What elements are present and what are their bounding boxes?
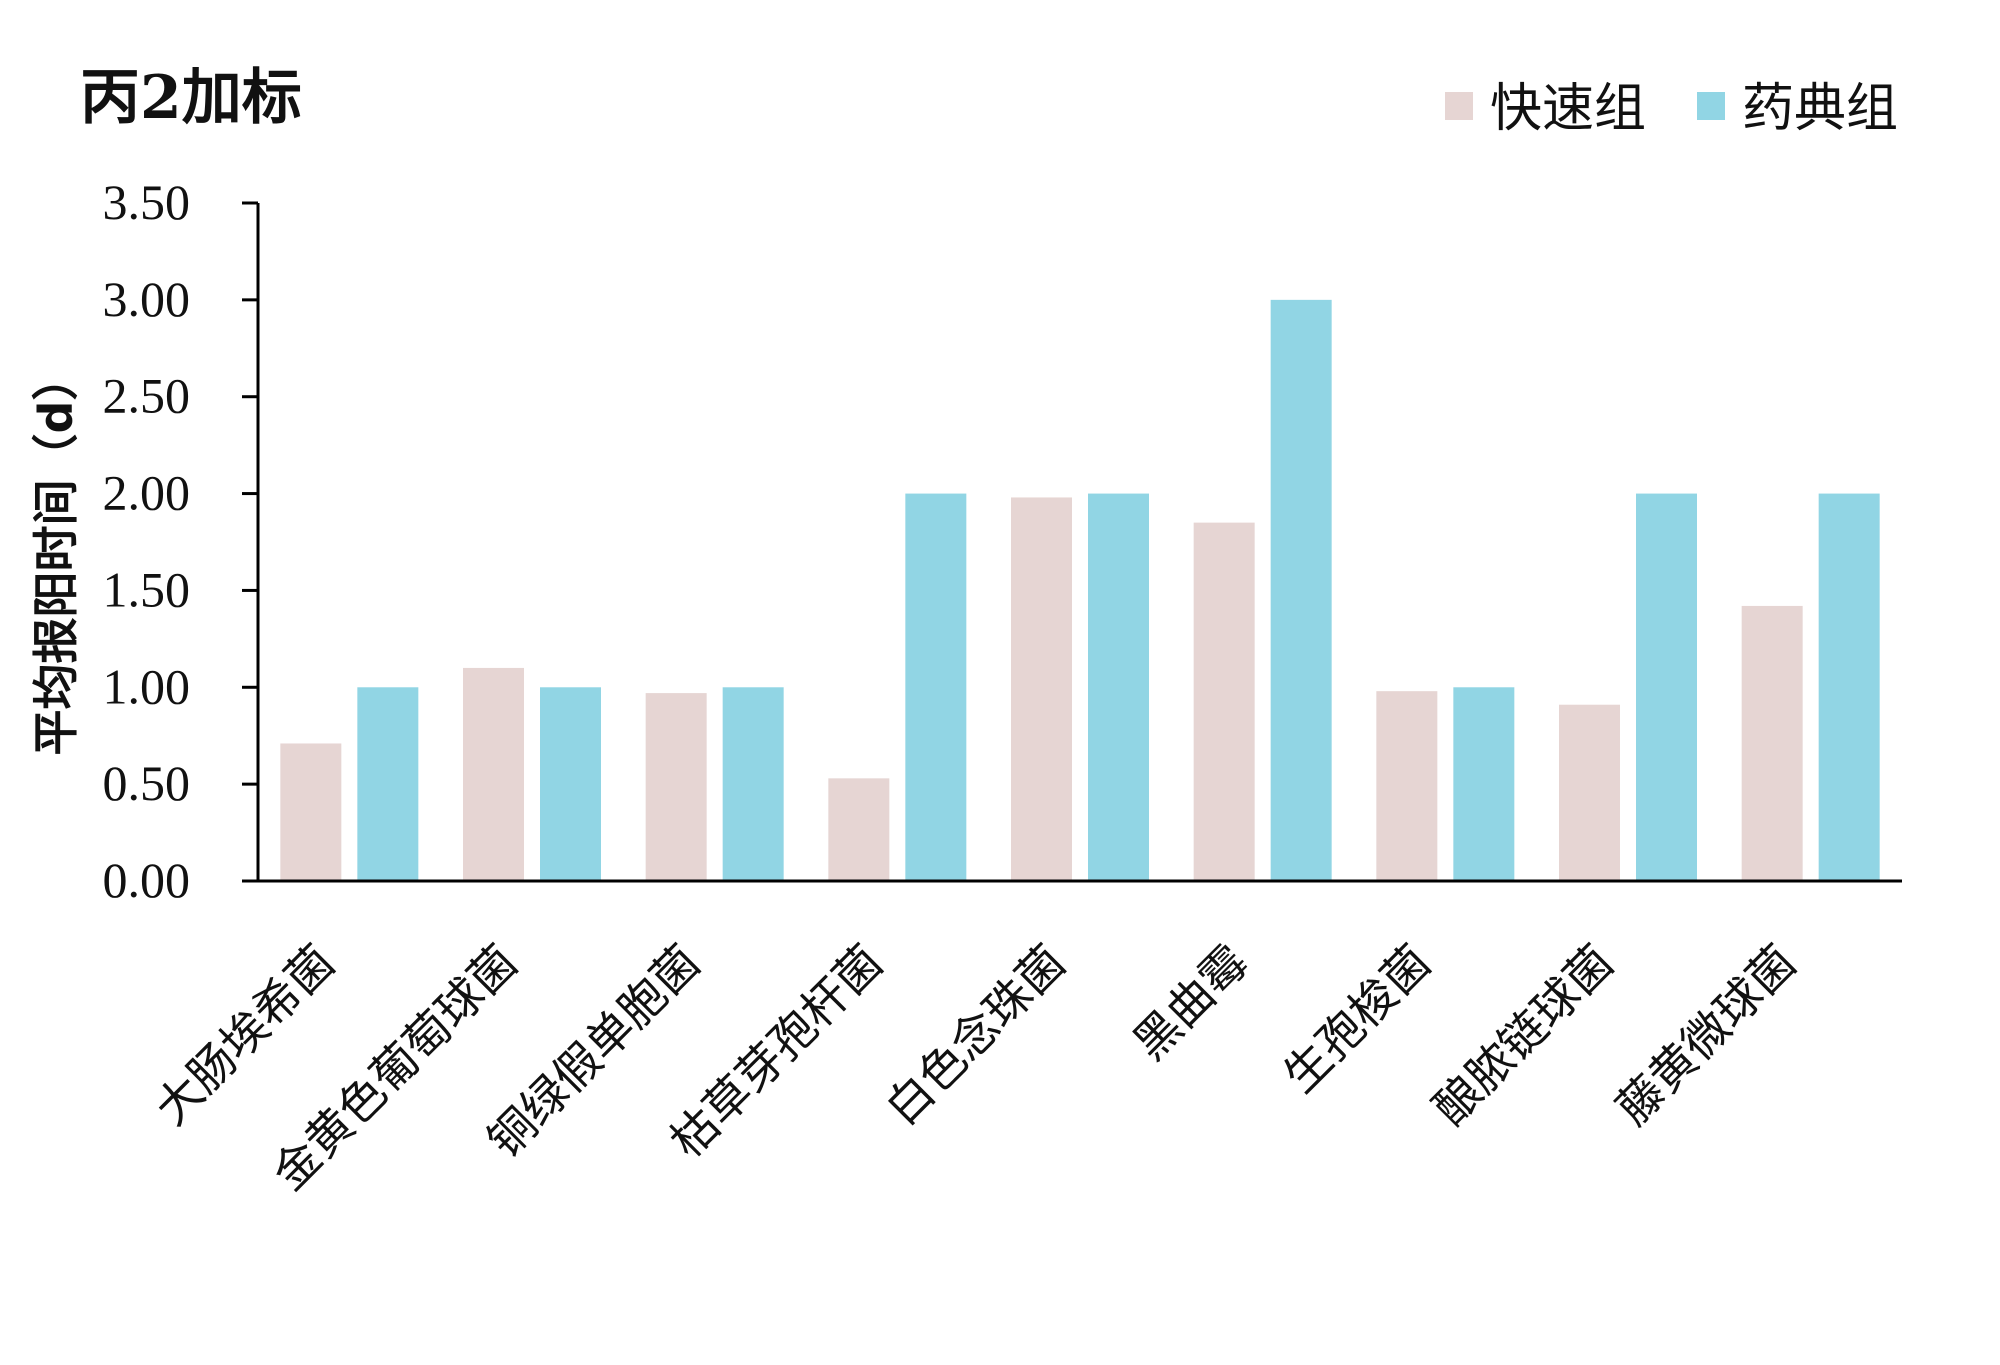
bar-kuaisu-6 <box>1376 691 1438 881</box>
x-tick-label: 大肠埃希菌 <box>144 935 345 1136</box>
x-tick-label: 黑曲霉 <box>1123 935 1259 1071</box>
bar-yaodian-6 <box>1453 687 1515 881</box>
bar-yaodian-0 <box>357 687 419 881</box>
bar-kuaisu-7 <box>1559 704 1620 881</box>
bar-yaodian-1 <box>540 687 601 881</box>
x-tick-label: 藤黄微球菌 <box>1606 935 1807 1136</box>
bar-yaodian-5 <box>1270 299 1332 881</box>
bar-kuaisu-1 <box>463 667 524 881</box>
bar-kuaisu-5 <box>1193 522 1255 881</box>
y-tick-label: 0.00 <box>103 852 191 908</box>
x-tick-label: 生孢梭菌 <box>1273 935 1441 1103</box>
bar-kuaisu-3 <box>828 778 890 881</box>
legend-label: 药典组 <box>1742 79 1898 139</box>
y-axis: 0.00 0.50 1.00 1.50 2.00 2.50 3.00 3.50 <box>103 174 260 908</box>
bar-yaodian-7 <box>1636 493 1697 881</box>
legend-swatch <box>1697 92 1725 120</box>
y-tick-label: 3.50 <box>103 174 191 230</box>
x-tick-label: 酿脓链球菌 <box>1423 935 1624 1136</box>
bar-kuaisu-0 <box>280 743 342 881</box>
y-tick-label: 2.50 <box>103 368 191 424</box>
legend: 快速组 药典组 <box>1445 79 1898 139</box>
bar-yaodian-2 <box>722 687 784 881</box>
legend-label: 快速组 <box>1490 79 1646 139</box>
bar-kuaisu-4 <box>1011 497 1072 881</box>
y-tick-label: 1.50 <box>103 561 191 617</box>
y-tick-label: 3.00 <box>103 271 191 327</box>
y-tick-label: 1.00 <box>103 658 191 714</box>
bar-kuaisu-2 <box>645 693 707 881</box>
bar-yaodian-3 <box>905 493 967 881</box>
y-axis-label: 平均报阳时间（d） <box>29 355 83 756</box>
bar-yaodian-4 <box>1088 493 1149 881</box>
bar-kuaisu-8 <box>1741 605 1803 881</box>
legend-swatch <box>1445 92 1473 120</box>
chart-title: 丙2加标 <box>80 63 302 133</box>
x-tick-label: 白色念珠菌 <box>875 935 1076 1136</box>
y-tick-label: 2.00 <box>103 465 191 521</box>
bars <box>280 299 1880 881</box>
bar-yaodian-8 <box>1818 493 1880 881</box>
y-tick-label: 0.50 <box>103 755 191 811</box>
